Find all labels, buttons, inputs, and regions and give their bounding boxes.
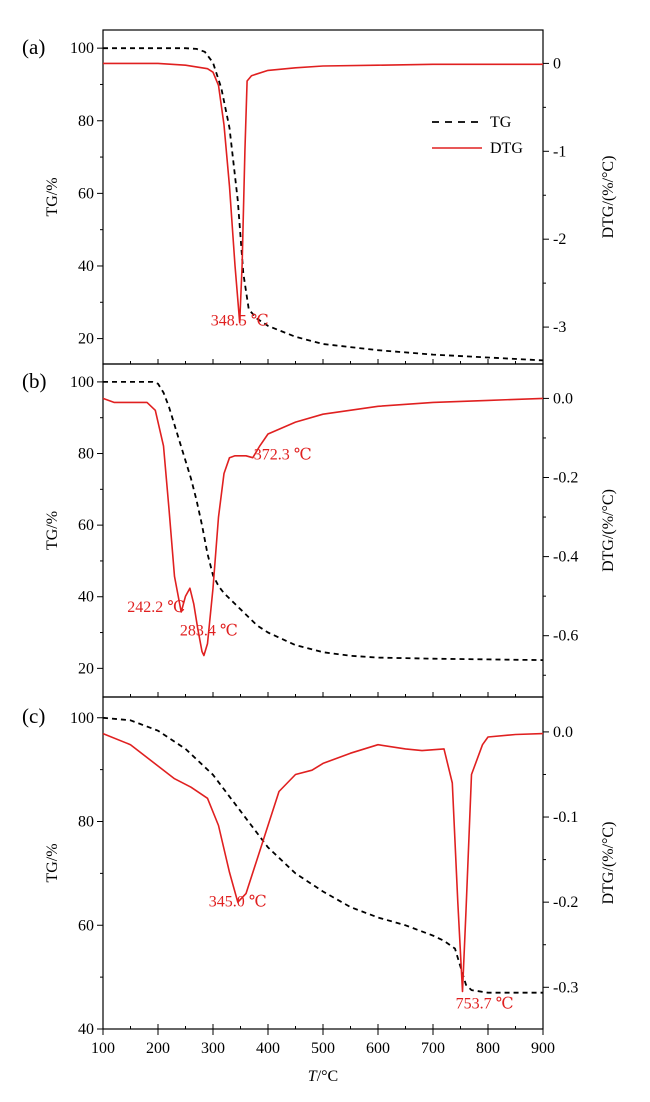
panel-c-series-dtg <box>102 732 544 993</box>
panel-a-y-tick-label: 40 <box>78 258 94 275</box>
panel-c-y2label: DTG/(%/°C) <box>600 822 617 905</box>
panel-b-y-tick-label: 80 <box>78 446 94 463</box>
panel-c-annotation: 345.0 ℃ <box>209 893 267 910</box>
panel-c-y2-tick-label: -0.2 <box>553 894 578 911</box>
panel-a-series-tg <box>103 47 544 362</box>
panel-b-annotation: 372.3 ℃ <box>254 447 312 464</box>
panel-c-y2-tick-label: 0.0 <box>553 724 573 741</box>
panel-b-series-dtg <box>102 397 544 657</box>
panel-b-y-tick-label: 100 <box>70 374 94 391</box>
panel-b-y2-tick-label: 0.0 <box>553 390 573 407</box>
panel-a-y-tick-label: 80 <box>78 113 94 130</box>
x-axis-title: T/°C <box>308 1068 338 1085</box>
panel-c-series-tg <box>102 716 543 994</box>
panel-c-y-tick-label: 100 <box>70 710 94 727</box>
panel-a-y2-tick-label: -2 <box>553 231 566 248</box>
panel-c-x-tick-label: 700 <box>421 1040 445 1057</box>
panel-c-x-tick-label: 900 <box>531 1040 555 1057</box>
panel-c-x-tick-label: 200 <box>146 1040 170 1057</box>
legend-label-tg: TG <box>490 114 512 131</box>
panel-a-frame <box>102 29 544 365</box>
panel-b-y2-tick-label: -0.4 <box>553 549 578 566</box>
panel-b-ylabel: TG/% <box>44 511 61 550</box>
panel-c-y2-tick-label: -0.3 <box>553 979 578 996</box>
panel-a-y2label: DTG/(%/°C) <box>600 156 617 239</box>
panel-a-y-tick-label: 20 <box>78 331 94 348</box>
panel-c-ylabel: TG/% <box>44 843 61 882</box>
panel-a-y2-tick-label: -3 <box>553 319 566 336</box>
panel-b-y2-tick-label: -0.2 <box>553 470 578 487</box>
panel-b-label: (b) <box>22 369 47 393</box>
panel-a-ylabel: TG/% <box>44 177 61 216</box>
panel-b-series-tg <box>103 380 544 661</box>
panel-c-y-tick-label: 80 <box>78 814 94 831</box>
panel-c-x-tick-label: 400 <box>256 1040 280 1057</box>
panel-a-y-tick-label: 60 <box>78 185 94 202</box>
panel-c-frame <box>102 696 544 1030</box>
panel-c-label: (c) <box>22 704 45 728</box>
panel-a-y2-tick-label: 0 <box>553 55 561 72</box>
panel-b-annotation: 283.4 ℃ <box>180 623 238 640</box>
panel-a-y2-tick-label: -1 <box>553 143 566 160</box>
panel-c-x-tick-label: 800 <box>476 1040 500 1057</box>
panel-b-annotation: 242.2 ℃ <box>127 599 185 616</box>
panel-c-x-tick-label: 600 <box>366 1040 390 1057</box>
panel-b-y2label: DTG/(%/°C) <box>600 489 617 572</box>
panel-c-annotation: 753.7 ℃ <box>456 996 514 1013</box>
panel-a-label: (a) <box>22 35 45 59</box>
panel-b-y-tick-label: 60 <box>78 517 94 534</box>
panel-c-y-tick-label: 60 <box>78 917 94 934</box>
panel-b-y2-tick-label: -0.6 <box>553 628 578 645</box>
panel-c-x-tick-label: 100 <box>91 1040 115 1057</box>
panel-a-y-tick-label: 100 <box>70 40 94 57</box>
legend-label-dtg: DTG <box>490 140 523 157</box>
panel-c-y2-tick-label: -0.1 <box>553 809 578 826</box>
panel-b-y-tick-label: 20 <box>78 660 94 677</box>
panel-b-y-tick-label: 40 <box>78 589 94 606</box>
panel-c-y-tick-label: 40 <box>78 1021 94 1038</box>
panel-c-x-tick-label: 500 <box>311 1040 335 1057</box>
panel-a-annotation: 348.5 ℃ <box>211 312 269 329</box>
panel-c-x-tick-label: 300 <box>201 1040 225 1057</box>
panel-a-series-dtg <box>103 62 543 324</box>
